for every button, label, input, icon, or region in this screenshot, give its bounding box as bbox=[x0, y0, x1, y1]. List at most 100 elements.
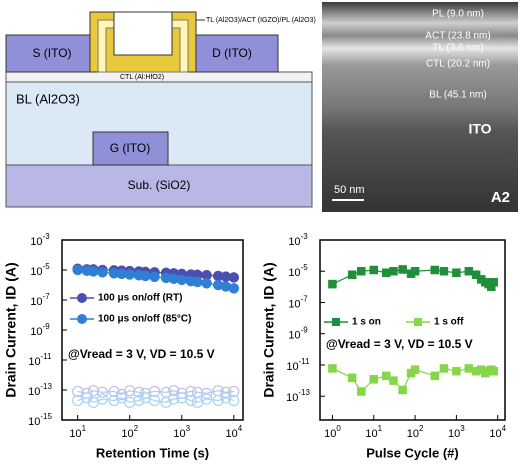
tem-layer-label: ACT (23.8 nm) bbox=[425, 31, 490, 42]
drain-label: D (ITO) bbox=[212, 46, 252, 60]
x-tick-label: 104 bbox=[225, 424, 242, 440]
stack-label: TL (Al2O3)/ACT (IGZO)/PL (Al2O3) bbox=[206, 17, 316, 24]
data-point bbox=[176, 274, 188, 286]
y-tick-label: 10-9 bbox=[30, 322, 50, 338]
substrate-label: Sub. (SiO2) bbox=[128, 178, 191, 192]
data-point bbox=[430, 371, 440, 381]
legend-marker bbox=[414, 318, 422, 326]
data-point bbox=[439, 364, 449, 373]
series-line bbox=[77, 397, 235, 404]
y-tick-label: 10-9 bbox=[288, 326, 308, 342]
data-point bbox=[124, 269, 135, 280]
sample-label: A2 bbox=[491, 189, 510, 206]
bl-label: BL (Al2O3) bbox=[16, 91, 80, 106]
y-tick-label: 10-5 bbox=[30, 262, 50, 278]
data-point bbox=[381, 371, 391, 381]
data-point bbox=[389, 376, 398, 385]
data-point bbox=[97, 267, 108, 278]
y-axis-title: Drain Current, ID (A) bbox=[3, 262, 19, 397]
data-point bbox=[328, 364, 337, 373]
tem-labels: PL (9.0 nm) ACT (23.8 nm)TL (3.6 nm) CTL (… bbox=[425, 9, 491, 137]
data-point bbox=[185, 394, 197, 407]
x-axis-title: Retention Time (s) bbox=[96, 445, 209, 460]
data-point bbox=[220, 392, 232, 404]
charts: 10-3 10-5 10-7 10-9 10-11 10-13 10-15 101 102 103… bbox=[3, 232, 507, 460]
tem-layer-label: CTL (20.2 nm) bbox=[426, 59, 490, 70]
drain-block bbox=[185, 34, 279, 73]
legend-label: 1 s off bbox=[434, 317, 464, 328]
scale-label: 50 nm bbox=[334, 184, 365, 196]
gate-label: G (ITO) bbox=[110, 141, 150, 155]
data-point bbox=[96, 393, 109, 405]
data-point bbox=[148, 385, 161, 398]
data-point bbox=[168, 385, 180, 397]
data-point bbox=[133, 394, 145, 407]
y-tick-label: 10-7 bbox=[288, 295, 308, 311]
tem-background bbox=[322, 2, 518, 212]
data-point bbox=[381, 268, 391, 278]
data-point bbox=[201, 278, 212, 289]
tem-layer-label: PL (9.0 nm) bbox=[432, 9, 484, 20]
data-point bbox=[185, 385, 197, 398]
tem-layer-label: TL (3.6 nm) bbox=[432, 43, 483, 54]
data-point bbox=[439, 266, 449, 276]
data-point bbox=[489, 366, 498, 376]
data-point bbox=[430, 265, 440, 275]
data-point bbox=[398, 265, 407, 274]
annotation: @Vread = 3 V, VD = 10.5 V bbox=[326, 337, 473, 351]
data-point bbox=[464, 266, 474, 276]
data-point bbox=[228, 394, 240, 407]
y-tick-label: 10-13 bbox=[28, 382, 52, 398]
y-axis-title: Drain Current, ID (A) bbox=[261, 262, 277, 397]
tem-layer-label: ITO bbox=[468, 121, 491, 137]
x-tick-label: 100 bbox=[324, 424, 341, 440]
y-tick-label: 10-7 bbox=[30, 292, 50, 308]
series-line bbox=[77, 390, 234, 396]
tem-layer-label: BL (45.1 nm) bbox=[429, 90, 486, 101]
data-point bbox=[108, 394, 120, 407]
y-tick-label: 10-3 bbox=[30, 232, 50, 248]
y-tick-label: 10-3 bbox=[288, 232, 308, 248]
gate-block bbox=[92, 131, 169, 166]
y-tick-label: 10-11 bbox=[28, 352, 52, 368]
data-point bbox=[96, 386, 109, 398]
y-tick-label: 10-13 bbox=[286, 388, 310, 404]
data-point bbox=[464, 364, 474, 373]
data-point bbox=[369, 375, 379, 384]
x-tick-label: 101 bbox=[69, 424, 86, 440]
legend-label: 100 μs on/off (85°C) bbox=[98, 314, 191, 325]
ctl-label: CTL (Al:HfO2) bbox=[120, 74, 164, 81]
y-tick-label: 10-5 bbox=[288, 263, 308, 279]
x-tick-label: 102 bbox=[407, 424, 424, 440]
data-point bbox=[347, 270, 357, 279]
data-point bbox=[88, 266, 99, 277]
annotation: @Vread = 3 V, VD = 10.5 V bbox=[68, 347, 215, 361]
data-point bbox=[452, 366, 461, 376]
data-point bbox=[369, 265, 379, 275]
x-axis-title: Pulse Cycle (#) bbox=[366, 445, 459, 460]
legend-label: 100 μs on/off (RT) bbox=[98, 293, 182, 304]
y-tick-label: 10-15 bbox=[28, 412, 52, 428]
legend-marker bbox=[332, 318, 340, 326]
data-point bbox=[410, 266, 420, 276]
data-point bbox=[228, 385, 240, 398]
data-point bbox=[471, 270, 481, 279]
stack-trench bbox=[113, 11, 173, 56]
legend-label: 1 s on bbox=[352, 317, 381, 328]
data-point bbox=[389, 266, 398, 276]
x-tick-label: 104 bbox=[489, 424, 506, 440]
data-point bbox=[489, 277, 498, 287]
data-point bbox=[160, 396, 172, 408]
data-point bbox=[228, 272, 240, 283]
schematic: TL (Al2O3)/ACT (IGZO)/PL (Al2O3) S (ITO)… bbox=[5, 11, 316, 208]
data-point bbox=[192, 276, 203, 288]
data-point bbox=[201, 393, 213, 405]
data-point bbox=[357, 387, 366, 396]
data-point bbox=[347, 373, 357, 383]
data-point bbox=[149, 271, 160, 283]
data-point bbox=[328, 279, 337, 289]
data-point bbox=[108, 385, 120, 398]
data-point bbox=[140, 270, 151, 282]
data-point bbox=[201, 387, 213, 399]
